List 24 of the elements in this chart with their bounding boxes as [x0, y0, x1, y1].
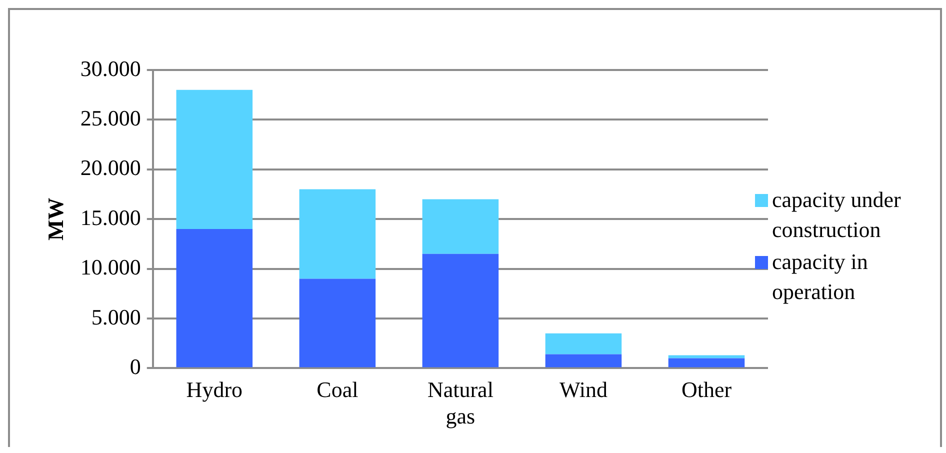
- bar: [299, 278, 376, 368]
- bar: [545, 333, 622, 354]
- bar: [668, 355, 745, 358]
- y-tick-label: 30.000: [80, 56, 141, 81]
- bar: [668, 358, 745, 368]
- bar: [299, 189, 376, 279]
- bar: [176, 229, 253, 368]
- y-tick-label: 10.000: [80, 254, 141, 280]
- y-tick-label: 25.000: [80, 105, 141, 130]
- y-tick-label: 15.000: [80, 204, 141, 230]
- y-axis-title: MW: [42, 198, 68, 240]
- y-tick-label: 0: [130, 354, 141, 379]
- y-tick-label: 5.000: [91, 304, 141, 330]
- x-tick-label: Other: [681, 377, 732, 402]
- bar: [176, 90, 253, 230]
- y-tick-label: 20.000: [80, 155, 141, 180]
- x-tick-label: Coal: [316, 377, 358, 402]
- bar: [422, 199, 499, 254]
- x-tick-label: Hydro: [186, 377, 243, 402]
- bar: [422, 254, 499, 368]
- x-tick-label: Wind: [559, 377, 608, 402]
- bar: [545, 354, 622, 368]
- legend-label: capacity in operation: [772, 248, 869, 306]
- x-tick-label: Natural gas: [427, 377, 494, 429]
